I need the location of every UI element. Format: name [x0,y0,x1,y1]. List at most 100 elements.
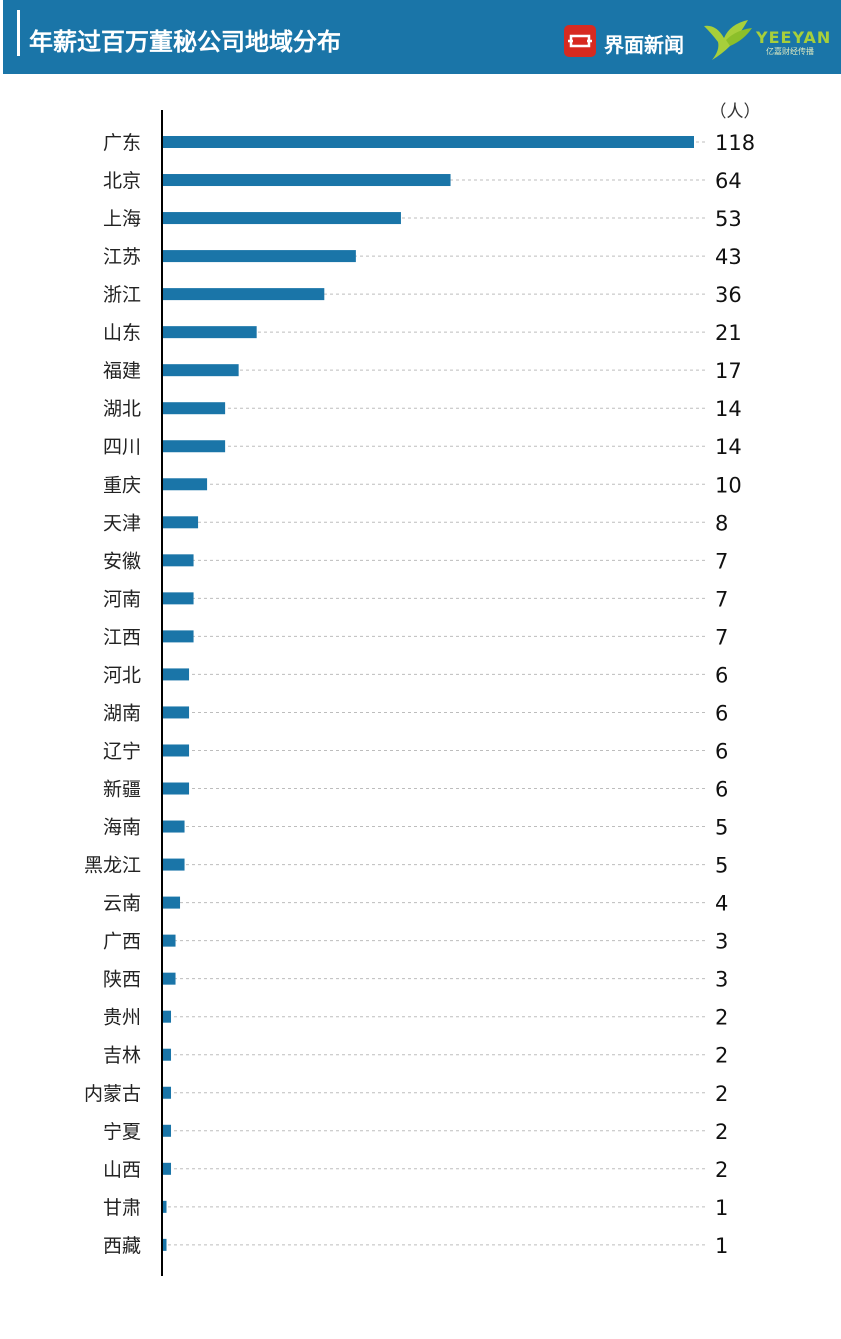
bar [162,326,257,339]
bar [162,402,226,415]
value-label: 6 [715,778,728,802]
category-label: 福建 [103,360,141,382]
jiemian-logo-text: 界面新闻 [604,33,684,57]
value-label: 5 [715,816,728,840]
value-label: 3 [715,930,728,954]
category-label: 吉林 [103,1045,141,1067]
bar [162,1162,172,1175]
bar [162,972,176,985]
value-label: 7 [715,587,728,611]
value-label: 17 [715,359,742,383]
value-label: 118 [715,131,755,155]
value-label: 1 [715,1196,728,1220]
category-label: 内蒙古 [84,1083,141,1105]
category-label: 湖北 [103,398,141,420]
category-label: 云南 [103,893,141,915]
value-label: 64 [715,169,742,193]
value-label: 14 [715,435,742,459]
category-label: 西藏 [103,1235,141,1257]
bar [162,174,451,187]
value-label: 8 [715,511,728,535]
category-label: 陕西 [103,969,141,991]
value-label: 5 [715,854,728,878]
bar [162,1200,167,1213]
bar [162,516,199,529]
bar [162,250,356,263]
bar [162,1086,172,1099]
value-label: 53 [715,207,742,231]
category-label: 湖南 [103,702,141,724]
bar [162,212,401,225]
category-label: 江苏 [103,246,141,268]
bar [162,1238,167,1251]
bar [162,478,208,491]
category-label: 宁夏 [103,1121,141,1143]
bar [162,934,176,947]
value-label: 6 [715,663,728,687]
value-label: 2 [715,1158,728,1182]
yeeyan-logo-icon [704,20,752,60]
value-label: 7 [715,549,728,573]
yeeyan-logo-subtext: 亿嘉财经传播 [766,47,814,56]
category-label: 新疆 [103,779,141,801]
value-label: 36 [715,283,742,307]
value-label: 2 [715,1006,728,1030]
yeeyan-logo[interactable]: YEEYAN 亿嘉财经传播 [700,16,830,64]
category-label: 贵州 [103,1007,141,1029]
bar [162,820,185,833]
value-label: 3 [715,968,728,992]
yeeyan-logo-text: YEEYAN [756,28,832,47]
jiemian-logo-icon [564,25,596,57]
category-label: 上海 [103,208,141,230]
chart-title: 年薪过百万董秘公司地域分布 [29,28,341,56]
category-label: 四川 [103,436,141,458]
bar [162,1124,172,1137]
category-label: 江西 [103,626,141,648]
value-label: 6 [715,739,728,763]
value-label: 6 [715,701,728,725]
bar [162,1048,172,1061]
value-label: 21 [715,321,742,345]
value-label: 1 [715,1234,728,1258]
category-label: 重庆 [103,474,141,496]
unit-label: （人） [710,102,761,122]
category-label: 天津 [103,512,141,534]
category-label: 黑龙江 [84,855,141,877]
bar [162,896,181,909]
header-accent-bar [17,10,20,56]
category-label: 山西 [103,1159,141,1181]
bar [162,554,194,567]
bar [162,288,325,301]
value-label: 2 [715,1120,728,1144]
category-label: 甘肃 [103,1197,141,1219]
category-label: 广东 [103,132,141,154]
header-banner: 年薪过百万董秘公司地域分布 界面新闻 YEEYAN 亿嘉财经传播 [3,0,841,74]
bar [162,858,185,871]
value-label: 10 [715,473,742,497]
bar [162,706,190,719]
bar [162,364,239,377]
value-label: 4 [715,892,728,916]
bar [162,592,194,605]
bar [162,630,194,643]
value-label: 43 [715,245,742,269]
category-label: 河北 [103,664,141,686]
value-label: 7 [715,625,728,649]
category-label: 辽宁 [103,740,141,762]
bar [162,440,226,453]
category-label: 安徽 [103,550,141,572]
category-label: 浙江 [103,284,141,306]
category-label: 北京 [103,170,141,192]
category-label: 海南 [103,817,141,839]
bar [162,668,190,681]
bar [162,1010,172,1023]
bar [162,782,190,795]
category-label: 山东 [103,322,141,344]
value-label: 2 [715,1044,728,1068]
bar [162,136,694,148]
bar [162,744,190,757]
category-label: 广西 [103,931,141,953]
value-label: 14 [715,397,742,421]
value-label: 2 [715,1082,728,1106]
